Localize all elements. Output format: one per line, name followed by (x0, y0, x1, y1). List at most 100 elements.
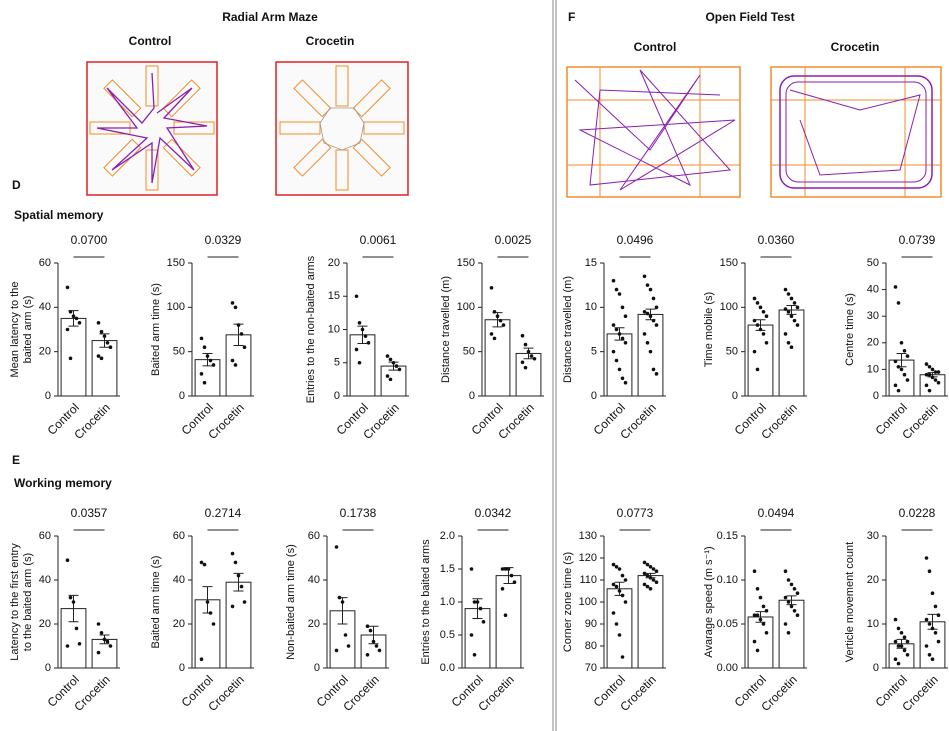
y-tick-label: 0.0 (440, 662, 455, 674)
data-point (617, 367, 622, 372)
y-tick-label: 15 (585, 257, 597, 269)
data-point (77, 642, 82, 646)
data-point (930, 657, 935, 661)
data-point (363, 334, 368, 338)
data-point (654, 372, 659, 376)
data-point (509, 573, 514, 578)
data-point (786, 631, 791, 635)
group-label: Crocetin (831, 40, 880, 54)
oft-title: Open Field Test (705, 10, 794, 24)
y-axis-label: Latency to the first entry (9, 543, 21, 661)
data-point (520, 333, 525, 338)
data-point (899, 631, 904, 635)
y-tick-label: 150 (720, 257, 738, 269)
data-point (927, 622, 932, 626)
data-point (936, 639, 941, 644)
data-point (755, 323, 760, 327)
data-point (617, 292, 622, 296)
data-point (789, 582, 794, 587)
data-point (478, 606, 483, 611)
y-tick-label: 150 (457, 257, 475, 269)
data-point (648, 287, 653, 292)
data-point (65, 644, 70, 648)
data-point (899, 341, 904, 345)
data-point (642, 309, 647, 314)
data-point (651, 296, 656, 301)
data-point (930, 591, 935, 595)
data-point (645, 573, 650, 578)
data-point (614, 565, 619, 569)
data-point (758, 595, 763, 600)
data-point (365, 624, 370, 628)
y-tick-label: 0 (873, 390, 879, 402)
data-point (933, 378, 938, 382)
data-point (242, 600, 247, 604)
data-point (472, 653, 477, 657)
panel-letter: E (12, 453, 20, 467)
data-point (642, 274, 647, 279)
p-value: 0.1738 (340, 506, 377, 520)
error-bar (68, 594, 79, 623)
panel-letter: D (12, 178, 21, 192)
y-tick-label: 30 (867, 530, 879, 542)
data-point (526, 349, 531, 354)
data-point (623, 314, 628, 319)
data-point (761, 309, 766, 314)
data-point (506, 567, 511, 571)
data-point (642, 582, 647, 587)
data-point (651, 318, 656, 323)
data-point (927, 388, 932, 393)
y-tick-label: 40 (39, 301, 51, 313)
data-point (239, 332, 244, 336)
data-point (377, 648, 382, 653)
y-tick-label: 0 (45, 662, 51, 674)
data-point (202, 380, 207, 385)
data-point (242, 345, 247, 350)
data-point (500, 567, 505, 571)
y-tick-label: 70 (585, 662, 597, 674)
data-point (933, 370, 938, 374)
bar (637, 313, 664, 397)
data-point (786, 292, 791, 296)
data-point (205, 600, 210, 604)
data-point (930, 367, 935, 372)
data-point (357, 360, 362, 365)
data-point (611, 611, 616, 615)
data-point (388, 377, 393, 382)
y-tick-label: 110 (579, 574, 597, 586)
data-point (924, 362, 929, 366)
data-point (795, 591, 800, 595)
y-tick-label: 90 (585, 618, 597, 630)
data-point (645, 341, 650, 345)
p-value: 0.0496 (617, 233, 654, 247)
data-point (924, 383, 929, 388)
data-point (789, 296, 794, 301)
bar (515, 352, 542, 397)
data-point (236, 573, 241, 578)
data-point (645, 584, 650, 589)
data-point (927, 372, 932, 377)
data-point (501, 323, 506, 327)
maze-image (275, 61, 409, 196)
data-point (905, 639, 910, 644)
data-point (642, 560, 647, 565)
section-title: Spatial memory (14, 208, 104, 222)
y-tick-label: 0 (591, 390, 597, 402)
data-point (96, 354, 101, 358)
data-point (614, 584, 619, 589)
data-point (105, 639, 110, 644)
y-tick-label: 40 (39, 574, 51, 586)
data-point (230, 358, 235, 363)
data-point (899, 367, 904, 372)
maze-image (86, 61, 218, 196)
p-value: 0.0739 (899, 233, 936, 247)
y-tick-label: 20 (173, 618, 185, 630)
data-point (611, 278, 616, 283)
y-tick-label: 0 (314, 662, 320, 674)
data-point (523, 342, 528, 347)
data-point (199, 336, 204, 341)
data-point (752, 349, 757, 354)
data-point (199, 657, 204, 661)
data-point (99, 329, 104, 334)
